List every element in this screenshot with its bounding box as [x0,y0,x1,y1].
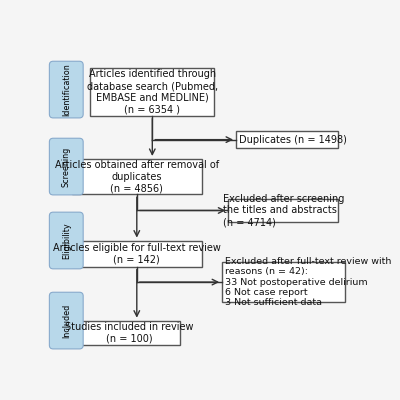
Text: Screening: Screening [62,146,71,187]
Text: Duplicates (n = 1498): Duplicates (n = 1498) [239,135,347,145]
Text: Articles identified through
database search (Pubmed,
EMBASE and MEDLINE)
(n = 63: Articles identified through database sea… [87,70,218,114]
Text: Eligibility: Eligibility [62,222,71,259]
Text: Excluded after screening
the titles and abstracts
(n = 4714): Excluded after screening the titles and … [222,194,344,227]
FancyBboxPatch shape [228,199,338,222]
FancyBboxPatch shape [90,68,214,116]
FancyBboxPatch shape [49,138,83,195]
FancyBboxPatch shape [49,61,83,118]
Text: Excluded after full-text review with
reasons (n = 42):
33 Not postoperative deli: Excluded after full-text review with rea… [225,257,392,307]
FancyBboxPatch shape [49,292,83,349]
Text: Identification: Identification [62,63,71,116]
FancyBboxPatch shape [222,262,344,302]
FancyBboxPatch shape [236,131,338,148]
Text: Studies included in review
(n = 100): Studies included in review (n = 100) [65,322,193,344]
FancyBboxPatch shape [72,240,202,267]
FancyBboxPatch shape [78,320,180,345]
Text: Articles obtained after removal of
duplicates
(n = 4856): Articles obtained after removal of dupli… [55,160,219,193]
Text: Included: Included [62,304,71,338]
FancyBboxPatch shape [49,212,83,269]
FancyBboxPatch shape [72,159,202,194]
Text: Articles eligible for full-text review
(n = 142): Articles eligible for full-text review (… [53,243,221,264]
